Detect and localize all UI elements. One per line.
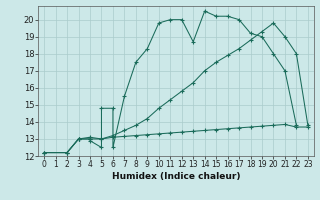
X-axis label: Humidex (Indice chaleur): Humidex (Indice chaleur)	[112, 172, 240, 181]
